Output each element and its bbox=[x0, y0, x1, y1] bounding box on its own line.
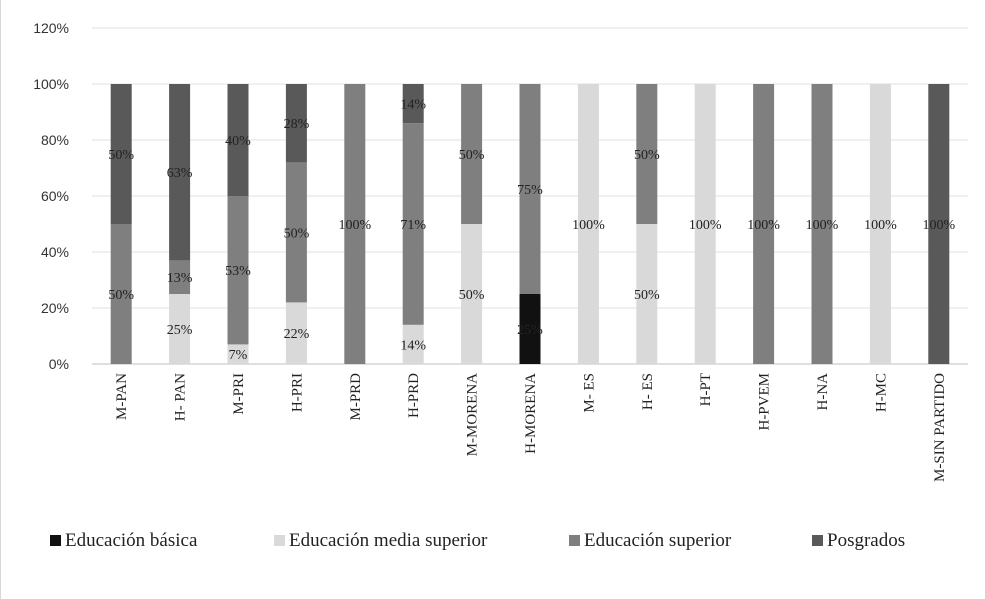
data-label: 14% bbox=[400, 338, 426, 353]
data-label: 100% bbox=[922, 218, 955, 233]
bar-educacion-media-superior-m-es bbox=[577, 84, 599, 364]
x-tick-label: M-PRD bbox=[348, 373, 364, 421]
data-label: 53% bbox=[225, 264, 251, 279]
bar-educacion-media-superior-h-pt bbox=[694, 84, 716, 364]
legend-swatch-educacion-basica bbox=[50, 535, 61, 546]
bar-posgrados-h-pri bbox=[285, 84, 307, 163]
x-tick-label: M-PRI bbox=[231, 373, 247, 415]
legend-label-posgrados: Posgrados bbox=[827, 530, 905, 551]
x-tick-label: H-PT bbox=[698, 373, 714, 406]
bar-educacion-media-superior-h-pan bbox=[169, 294, 191, 364]
data-label: 40% bbox=[225, 134, 251, 149]
bar-educacion-superior-h-pri bbox=[285, 162, 307, 303]
data-label: 13% bbox=[167, 271, 193, 286]
bar-educacion-media-superior-h-pri bbox=[285, 302, 307, 364]
x-tick-label: M-PAN bbox=[114, 373, 130, 420]
legend-label-educacion-superior: Educación superior bbox=[584, 530, 732, 551]
bar-educacion-media-superior-m-pri bbox=[227, 344, 249, 364]
bar-educacion-superior-h-morena bbox=[519, 84, 541, 294]
bar-educacion-superior-h-pan bbox=[169, 260, 191, 294]
bar-posgrados-m-pri bbox=[227, 84, 249, 196]
bar-posgrados-m-pan bbox=[110, 84, 132, 224]
bar-educacion-superior-h-prd bbox=[402, 123, 424, 325]
bar-educacion-superior-h-na bbox=[811, 84, 833, 364]
x-tick-label: H-PRI bbox=[289, 373, 305, 412]
x-tick-label: H-NA bbox=[815, 373, 831, 411]
data-label: 25% bbox=[167, 323, 193, 338]
data-label: 100% bbox=[689, 218, 722, 233]
legend-swatch-educacion-media-superior bbox=[274, 535, 285, 546]
data-label: 100% bbox=[806, 218, 839, 233]
y-axis-ticks: 0% 20% 40% 60% 80% 100% 120% bbox=[33, 20, 69, 372]
data-label: 25% bbox=[517, 323, 543, 338]
x-tick-label: H-MORENA bbox=[523, 373, 539, 454]
data-label: 100% bbox=[747, 218, 780, 233]
x-tick-label: H- ES bbox=[640, 373, 656, 410]
data-label: 14% bbox=[400, 98, 426, 113]
y-tick-label: 0% bbox=[49, 356, 69, 372]
bar-educacion-superior-m-morena bbox=[461, 84, 483, 224]
bar-posgrados-m-sin-partido bbox=[928, 84, 950, 364]
x-tick-label: H-MC bbox=[873, 373, 889, 412]
bar-educacion-superior-m-pan bbox=[110, 224, 132, 364]
x-tick-label: H- PAN bbox=[173, 373, 189, 421]
bar-educacion-basica-h-morena bbox=[519, 294, 541, 364]
data-label: 7% bbox=[229, 348, 248, 363]
y-tick-label: 100% bbox=[33, 76, 69, 92]
data-label: 71% bbox=[400, 218, 426, 233]
x-tick-label: M-SIN PARTIDO bbox=[932, 373, 948, 482]
bar-educacion-superior-h-pvem bbox=[753, 84, 775, 364]
bar-educacion-superior-m-pri bbox=[227, 196, 249, 345]
legend-swatch-posgrados bbox=[812, 535, 823, 546]
legend: Educación básica Educación media superior… bbox=[50, 530, 905, 551]
data-label: 50% bbox=[284, 226, 310, 241]
y-tick-label: 40% bbox=[41, 244, 69, 260]
x-tick-label: M-MORENA bbox=[465, 373, 481, 457]
bar-educacion-media-superior-h-prd bbox=[402, 324, 424, 364]
data-label: 100% bbox=[572, 218, 605, 233]
data-label: 50% bbox=[108, 148, 134, 163]
bar-educacion-media-superior-m-morena bbox=[461, 224, 483, 364]
bars bbox=[110, 84, 950, 364]
y-tick-label: 20% bbox=[41, 300, 69, 316]
data-label: 50% bbox=[459, 288, 485, 303]
x-axis-ticks: M-PAN H- PAN M-PRI H-PRI M-PRD H-PRD M-MORENA H… bbox=[114, 373, 948, 482]
legend-swatch-educacion-superior bbox=[569, 535, 580, 546]
data-label: 50% bbox=[634, 148, 660, 163]
data-label: 63% bbox=[167, 166, 193, 181]
y-tick-label: 60% bbox=[41, 188, 69, 204]
bar-educacion-media-superior-h-mc bbox=[869, 84, 891, 364]
bar-educacion-media-superior-h-es bbox=[636, 224, 658, 364]
data-label: 50% bbox=[634, 288, 660, 303]
legend-label-educacion-basica: Educación básica bbox=[65, 530, 198, 551]
bar-educacion-superior-m-prd bbox=[344, 84, 366, 364]
data-labels: 50% 50% 25% 13% 63% 7% 53% 40% 22% 50% 28% 100% 14% 7… bbox=[108, 98, 955, 364]
data-label: 50% bbox=[108, 288, 134, 303]
chart-frame-edge bbox=[0, 0, 1, 599]
data-label: 75% bbox=[517, 183, 543, 198]
y-tick-label: 80% bbox=[41, 132, 69, 148]
data-label: 28% bbox=[284, 117, 310, 132]
bar-posgrados-h-prd bbox=[402, 84, 424, 124]
bar-educacion-superior-h-es bbox=[636, 84, 658, 224]
data-label: 50% bbox=[459, 148, 485, 163]
x-tick-label: M- ES bbox=[581, 373, 597, 413]
legend-label-educacion-media-superior: Educación media superior bbox=[289, 530, 488, 551]
data-label: 100% bbox=[864, 218, 897, 233]
data-label: 22% bbox=[284, 327, 310, 342]
x-tick-label: H-PRD bbox=[406, 373, 422, 418]
x-tick-label: H-PVEM bbox=[757, 373, 773, 431]
data-label: 100% bbox=[338, 218, 371, 233]
bar-posgrados-h-pan bbox=[169, 84, 191, 261]
y-tick-label: 120% bbox=[33, 20, 69, 36]
